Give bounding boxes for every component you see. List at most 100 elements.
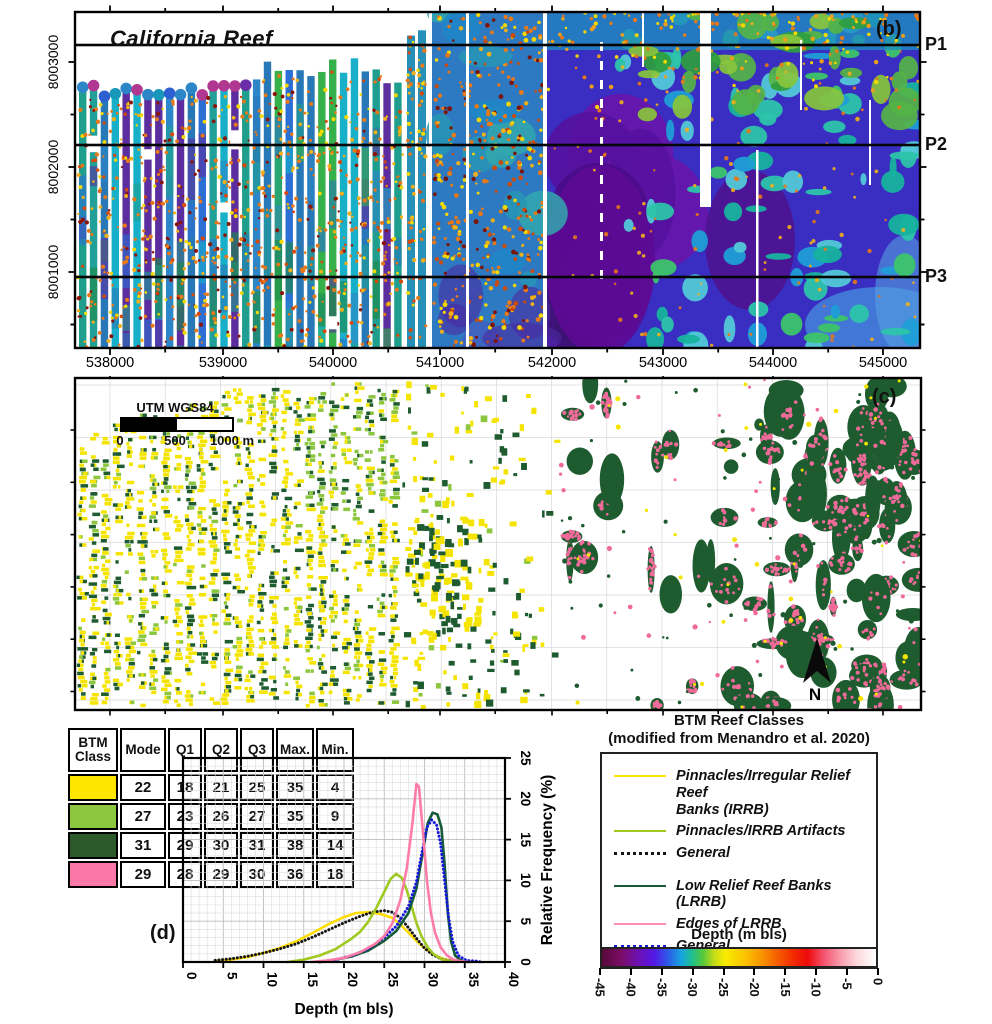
- x-tick-label: 543000: [639, 355, 687, 371]
- table-cell: 28: [168, 861, 202, 888]
- x-tick-label: 541000: [416, 355, 464, 371]
- curve-pinnacles-irrb-artifacts: [286, 872, 458, 964]
- class-color-swatch: [68, 832, 118, 859]
- legend-line-swatch: [614, 830, 666, 833]
- colorbar-tick-label: -40: [623, 978, 639, 997]
- hist-x-tick-label: 20: [345, 972, 360, 987]
- colorbar-tick-label: -25: [716, 978, 732, 997]
- legend-line-swatch: [614, 884, 666, 887]
- class-color-swatch: [68, 861, 118, 888]
- table-cell: 27: [240, 803, 274, 830]
- table-cell: 35: [276, 803, 314, 830]
- profile-line: [75, 43, 920, 47]
- table-cell: 31: [120, 832, 166, 859]
- curve-low-relief-reef-banks-lrrb-: [318, 811, 471, 964]
- colorbar-tick-label: 0: [870, 978, 886, 986]
- legend-item: Edges of LRRB: [614, 916, 868, 933]
- legend-item-label: Low Relief Reef Banks (LRRB): [676, 877, 832, 911]
- btm-stats-table: BTM Class Mode Q1 Q2 Q3 Max. Min. 22 18 21 25 35 4 …: [66, 726, 356, 890]
- colorbar-tick: [877, 968, 879, 975]
- table-cell: 29: [120, 861, 166, 888]
- curve-general-lrrb-: [318, 818, 483, 964]
- x-tick-label: 540000: [309, 355, 357, 371]
- colorbar-tick-label: -45: [592, 978, 608, 997]
- legend-line-swatch: [614, 775, 666, 778]
- depth-colorbar: Depth (m bls) -45 -40 -35 -30 -25 -20 -15 -10 -5…: [593, 926, 886, 1020]
- hist-y-tick-label: 25: [518, 750, 533, 766]
- hist-x-tick-label: 40: [506, 972, 521, 987]
- colorbar-tick-label: -30: [685, 978, 701, 997]
- table-cell: 23: [168, 803, 202, 830]
- table-row: 29 28 29 30 36 18: [68, 861, 354, 888]
- hist-y-tick-label: 20: [518, 791, 533, 806]
- table-cell: 29: [168, 832, 202, 859]
- colorbar-title: Depth (m bls): [691, 926, 787, 943]
- colorbar-tick: [846, 968, 849, 975]
- legend-item-label: Pinnacles/Irregular Relief Reef Banks (IR…: [676, 768, 851, 818]
- x-tick-label: 544000: [749, 355, 797, 371]
- profile-label-P1: P1: [925, 34, 948, 54]
- y-tick-label: 8001000: [45, 245, 61, 300]
- x-tick-label: 545000: [859, 355, 907, 371]
- legend-line-swatch: [614, 852, 666, 856]
- colorbar-tick-label: -35: [654, 978, 670, 997]
- table-cell: 35: [276, 774, 314, 801]
- table-cell: 9: [316, 803, 354, 830]
- scalebar-tick-500: 500: [164, 433, 186, 448]
- north-arrow-icon: [803, 638, 831, 683]
- scalebar-bar: [120, 417, 234, 432]
- table-cell: 38: [276, 832, 314, 859]
- profile-label-P3: P3: [925, 266, 948, 286]
- panel-b-axis-frame: [73, 10, 922, 350]
- hist-x-tick-label: 25: [385, 972, 400, 988]
- colorbar-tick: [753, 968, 756, 975]
- colorbar-tick: [629, 968, 632, 975]
- x-tick-label: 538000: [86, 355, 134, 371]
- table-cell: 30: [204, 832, 238, 859]
- colorbar-tick: [691, 968, 694, 975]
- table-row: 27 23 26 27 35 9: [68, 803, 354, 830]
- x-tick-label: 539000: [199, 355, 247, 371]
- colorbar-tick: [599, 968, 601, 975]
- hist-y-tick-label: 5: [518, 917, 533, 925]
- table-cell: 29: [204, 861, 238, 888]
- scalebar-white-half: [177, 419, 232, 430]
- hist-x-tick-label: 30: [426, 972, 441, 987]
- y-tick-label: 8003000: [45, 35, 61, 90]
- table-header: Mode: [120, 728, 166, 772]
- table-cell: 18: [168, 774, 202, 801]
- colorbar-tick-label: -10: [808, 978, 824, 997]
- colorbar-tick-label: -20: [746, 978, 762, 997]
- panel-b-bathymetry-map: 538000 539000 540000 541000 542000 543000 5440…: [45, 5, 927, 371]
- legend-item: Low Relief Reef Banks (LRRB): [614, 878, 868, 911]
- hist-x-tick-label: 5: [224, 972, 239, 980]
- colorbar-ticks: [599, 968, 879, 976]
- scalebar-tick-1000: 1000 m: [209, 433, 255, 448]
- profile-line: [75, 275, 920, 279]
- table-cell: 21: [204, 774, 238, 801]
- btm-class-table: BTM Class Mode Q1 Q2 Q3 Max. Min. 22 18 21 25 35 4 …: [66, 726, 356, 890]
- north-label: N: [809, 685, 821, 704]
- hist-x-tick-label: 15: [305, 972, 320, 988]
- panel-c-label: (c): [872, 386, 897, 408]
- table-cell: 36: [276, 861, 314, 888]
- table-header: BTM Class: [68, 728, 118, 772]
- colorbar-tick-label: -15: [777, 978, 793, 997]
- colorbar-tick: [660, 968, 663, 975]
- legend-item: General: [614, 845, 868, 862]
- colorbar-gradient-bar: [600, 947, 878, 968]
- scalebar-tick-0: 0: [116, 433, 124, 448]
- panel-d-label: (d): [150, 922, 176, 944]
- y-tick-label: 8002000: [45, 140, 61, 195]
- profile-line: [75, 143, 920, 147]
- table-cell: 26: [204, 803, 238, 830]
- table-cell: 4: [316, 774, 354, 801]
- table-header: Q1: [168, 728, 202, 772]
- colorbar-tick-label: -5: [839, 978, 855, 990]
- x-tick-label: 542000: [528, 355, 576, 371]
- table-header: Q3: [240, 728, 274, 772]
- table-header: Min.: [316, 728, 354, 772]
- legend-title: BTM Reef Classes: [673, 712, 805, 729]
- hist-y-tick-label: 15: [518, 832, 533, 848]
- scalebar-title: UTM WGS84: [136, 400, 214, 415]
